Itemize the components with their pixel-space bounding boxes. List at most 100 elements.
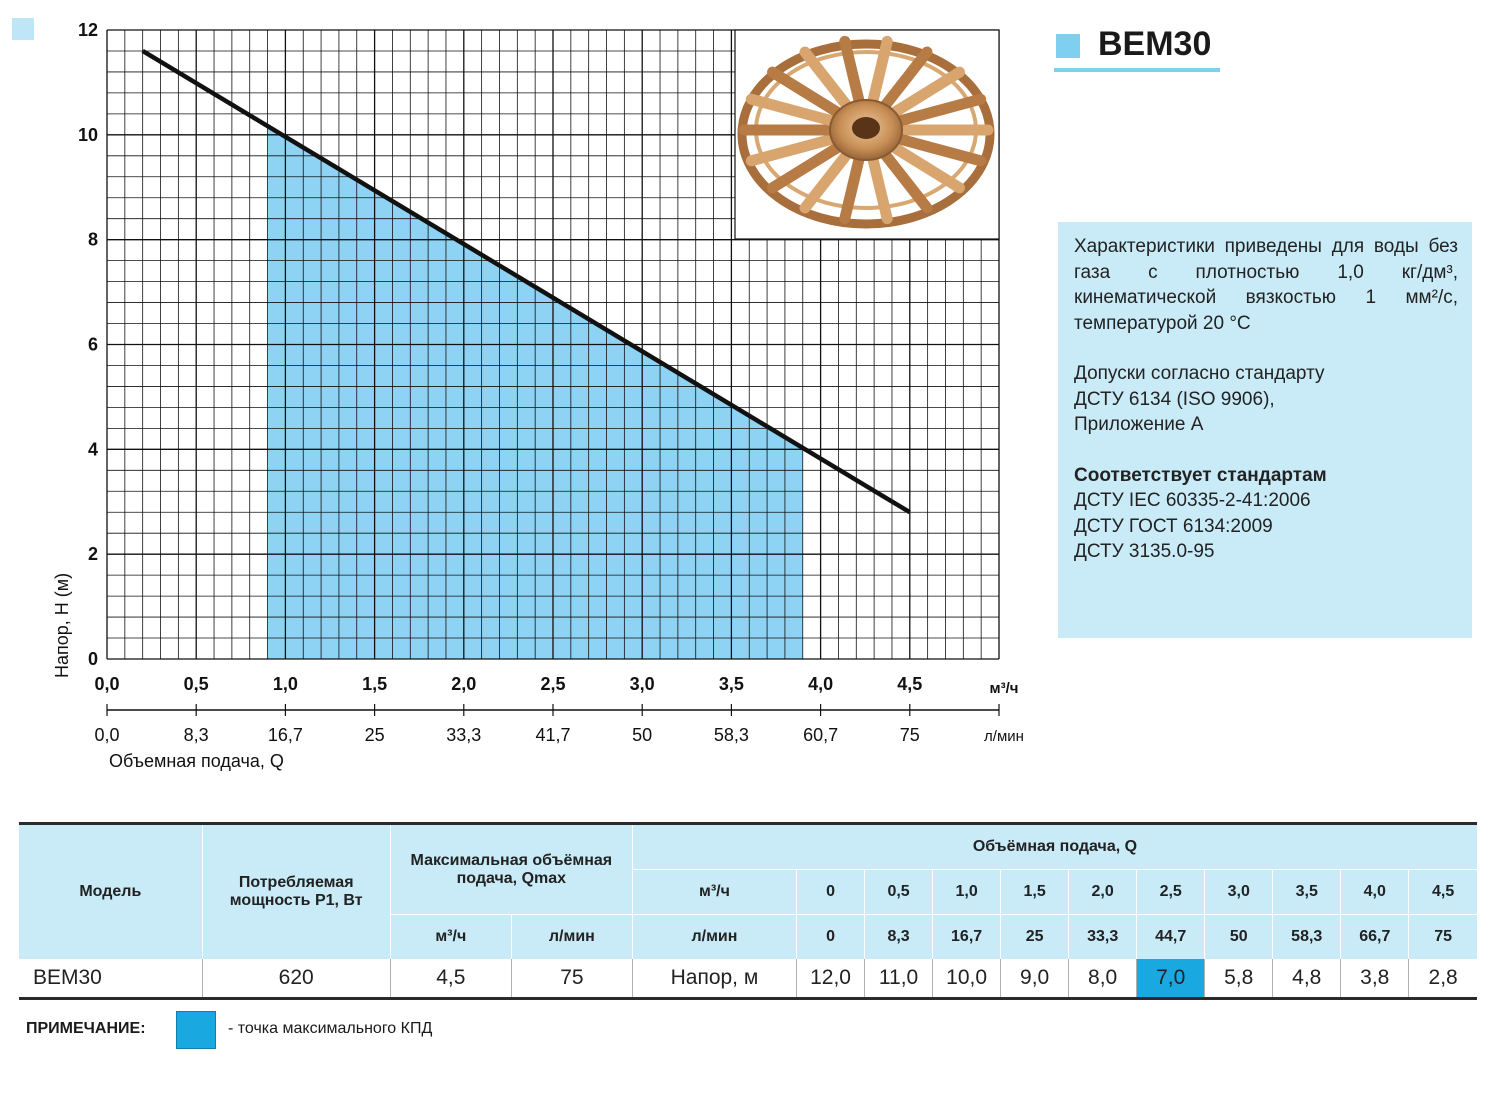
x2-tick-9: 75 (900, 725, 920, 745)
x2-tick-3: 25 (365, 725, 385, 745)
impeller-bore (852, 117, 880, 139)
flow-lmin-5: 44,7 (1136, 914, 1205, 959)
x2-unit-label: л/мин (984, 728, 1024, 745)
flow-lmin-3: 25 (1000, 914, 1069, 959)
head-value-0: 12,0 (796, 959, 865, 999)
standard-1: ДСТУ IEC 60335-2-41:2006 (1074, 490, 1311, 511)
head-value-5: 7,0 (1136, 959, 1205, 999)
x-unit-label: м³/ч (990, 680, 1019, 697)
standard-2: ДСТУ ГОСТ 6134:2009 (1074, 515, 1273, 537)
head-value-6: 5,8 (1204, 959, 1273, 999)
cell-head-label: Напор, м (631, 959, 797, 999)
head-value-8: 3,8 (1340, 959, 1409, 999)
head-value-7: 4,8 (1272, 959, 1341, 999)
flow-m3h-2: 1,0 (932, 869, 1001, 915)
x-tick-5: 2,5 (540, 674, 565, 694)
x-tick-9: 4,5 (897, 674, 922, 694)
head-curve-line (141, 49, 911, 515)
spec-table: Модель Потребляемая мощность Р1, Вт Макс… (19, 822, 1477, 1000)
corner-marker (12, 18, 34, 40)
head-curve (141, 49, 911, 515)
x-tick-6: 3,0 (630, 674, 655, 694)
y-tick-1: 2 (88, 544, 98, 564)
flow-lmin-8: 66,7 (1340, 914, 1409, 959)
model-name: BEM30 (1098, 25, 1212, 63)
y-tick-6: 12 (78, 20, 98, 40)
header-qmax: Максимальная объёмная подача, Qmax (389, 823, 633, 915)
x2-tick-8: 60,7 (803, 725, 838, 745)
cell-qmax-m3h: 4,5 (389, 959, 512, 999)
chart-grid (106, 29, 1000, 660)
tolerance-line-1: Допуски согласно стандарту (1074, 363, 1325, 384)
flow-lmin-2: 16,7 (932, 914, 1001, 959)
y-axis-title: Напор, Н (м) (52, 573, 72, 678)
x-tick-8: 4,0 (808, 674, 833, 694)
x-tick-3: 1,5 (362, 674, 387, 694)
y-tick-4: 8 (88, 230, 98, 250)
standard-3: ДСТУ 3135.0-95 (1074, 541, 1215, 562)
x-tick-0: 0,0 (94, 674, 119, 694)
y-tick-2: 4 (88, 439, 98, 459)
x-axis-title: Объемная подача, Q (109, 751, 284, 771)
head-value-9: 2,8 (1408, 959, 1477, 999)
flow-m3h-3: 1,5 (1000, 869, 1069, 915)
y-tick-3: 6 (88, 335, 98, 355)
info-panel: Характеристики приведены для воды без га… (1058, 222, 1472, 638)
tolerance-line-2: ДСТУ 6134 (ISO 9906), (1074, 388, 1275, 410)
table-row: BEM30 620 4,5 75 Напор, м 12,0 11,0 10,0 9,… (19, 959, 1477, 999)
header-model: Модель (19, 823, 203, 959)
flow-m3h-7: 3,5 (1272, 869, 1341, 915)
note: ПРИМЕЧАНИЕ: - точка максимального КПД (26, 1010, 626, 1052)
qmax-unit-m3h: м³/ч (389, 914, 512, 959)
x2-tick-0: 0,0 (94, 725, 119, 745)
head-value-1: 11,0 (864, 959, 933, 999)
x-tick-1: 0,5 (184, 674, 209, 694)
flow-lmin-7: 58,3 (1272, 914, 1341, 959)
flow-m3h-0: 0 (796, 869, 865, 915)
cell-qmax-lmin: 75 (510, 959, 633, 999)
model-title: BEM30 (1054, 24, 1220, 72)
chart-axes (106, 704, 1000, 716)
flow-m3h-9: 4,5 (1408, 869, 1477, 915)
qmax-unit-lmin: л/мин (510, 914, 633, 959)
standards-title: Соответствует стандартам (1074, 464, 1327, 486)
x2-tick-7: 58,3 (714, 725, 749, 745)
y-tick-0: 0 (88, 649, 98, 669)
x-tick-4: 2,0 (451, 674, 476, 694)
tolerance-line-3: Приложение А (1074, 414, 1204, 435)
x2-tick-2: 16,7 (268, 725, 303, 745)
head-value-3: 9,0 (1000, 959, 1069, 999)
performance-chart: 0 2 4 6 8 10 12 0,0 0,5 1,0 1,5 2,0 2,5 3,0 3,5 4,0 4,5 0… (52, 20, 1024, 771)
cell-model: BEM30 (33, 966, 102, 989)
flow-m3h-1: 0,5 (864, 869, 933, 915)
flow-lmin-6: 50 (1204, 914, 1273, 959)
flow-lmin-1: 8,3 (864, 914, 933, 959)
flow-m3h-5: 2,5 (1136, 869, 1205, 915)
note-label: ПРИМЕЧАНИЕ: (26, 1020, 146, 1037)
x-tick-7: 3,5 (719, 674, 744, 694)
x2-tick-5: 41,7 (535, 725, 570, 745)
flow-lmin-0: 0 (796, 914, 865, 959)
impeller-icon (737, 35, 995, 229)
cell-power: 620 (201, 959, 391, 999)
chart-labels: 0 2 4 6 8 10 12 0,0 0,5 1,0 1,5 2,0 2,5 3,0 3,5 4,0 4,5 0… (52, 20, 1024, 771)
best-efficiency-swatch (176, 1011, 216, 1049)
note-text: - точка максимального КПД (228, 1020, 433, 1037)
flow-lmin-9: 75 (1408, 914, 1477, 959)
unit-lmin: л/мин (631, 914, 797, 959)
unit-m3h: м³/ч (631, 869, 797, 915)
header-flow: Объёмная подача, Q (631, 823, 1477, 870)
y-tick-5: 10 (78, 125, 98, 145)
x2-tick-4: 33,3 (446, 725, 481, 745)
title-marker (1056, 34, 1080, 58)
header-power: Потребляемая мощность Р1, Вт (201, 823, 391, 959)
conditions-text: Характеристики приведены для воды без га… (1074, 236, 1458, 334)
flow-m3h-4: 2,0 (1068, 869, 1137, 915)
x2-tick-6: 50 (632, 725, 652, 745)
x2-tick-1: 8,3 (184, 725, 209, 745)
impeller-photo (734, 29, 1000, 240)
head-value-2: 10,0 (932, 959, 1001, 999)
x-tick-2: 1,0 (273, 674, 298, 694)
flow-m3h-6: 3,0 (1204, 869, 1273, 915)
flow-m3h-8: 4,0 (1340, 869, 1409, 915)
